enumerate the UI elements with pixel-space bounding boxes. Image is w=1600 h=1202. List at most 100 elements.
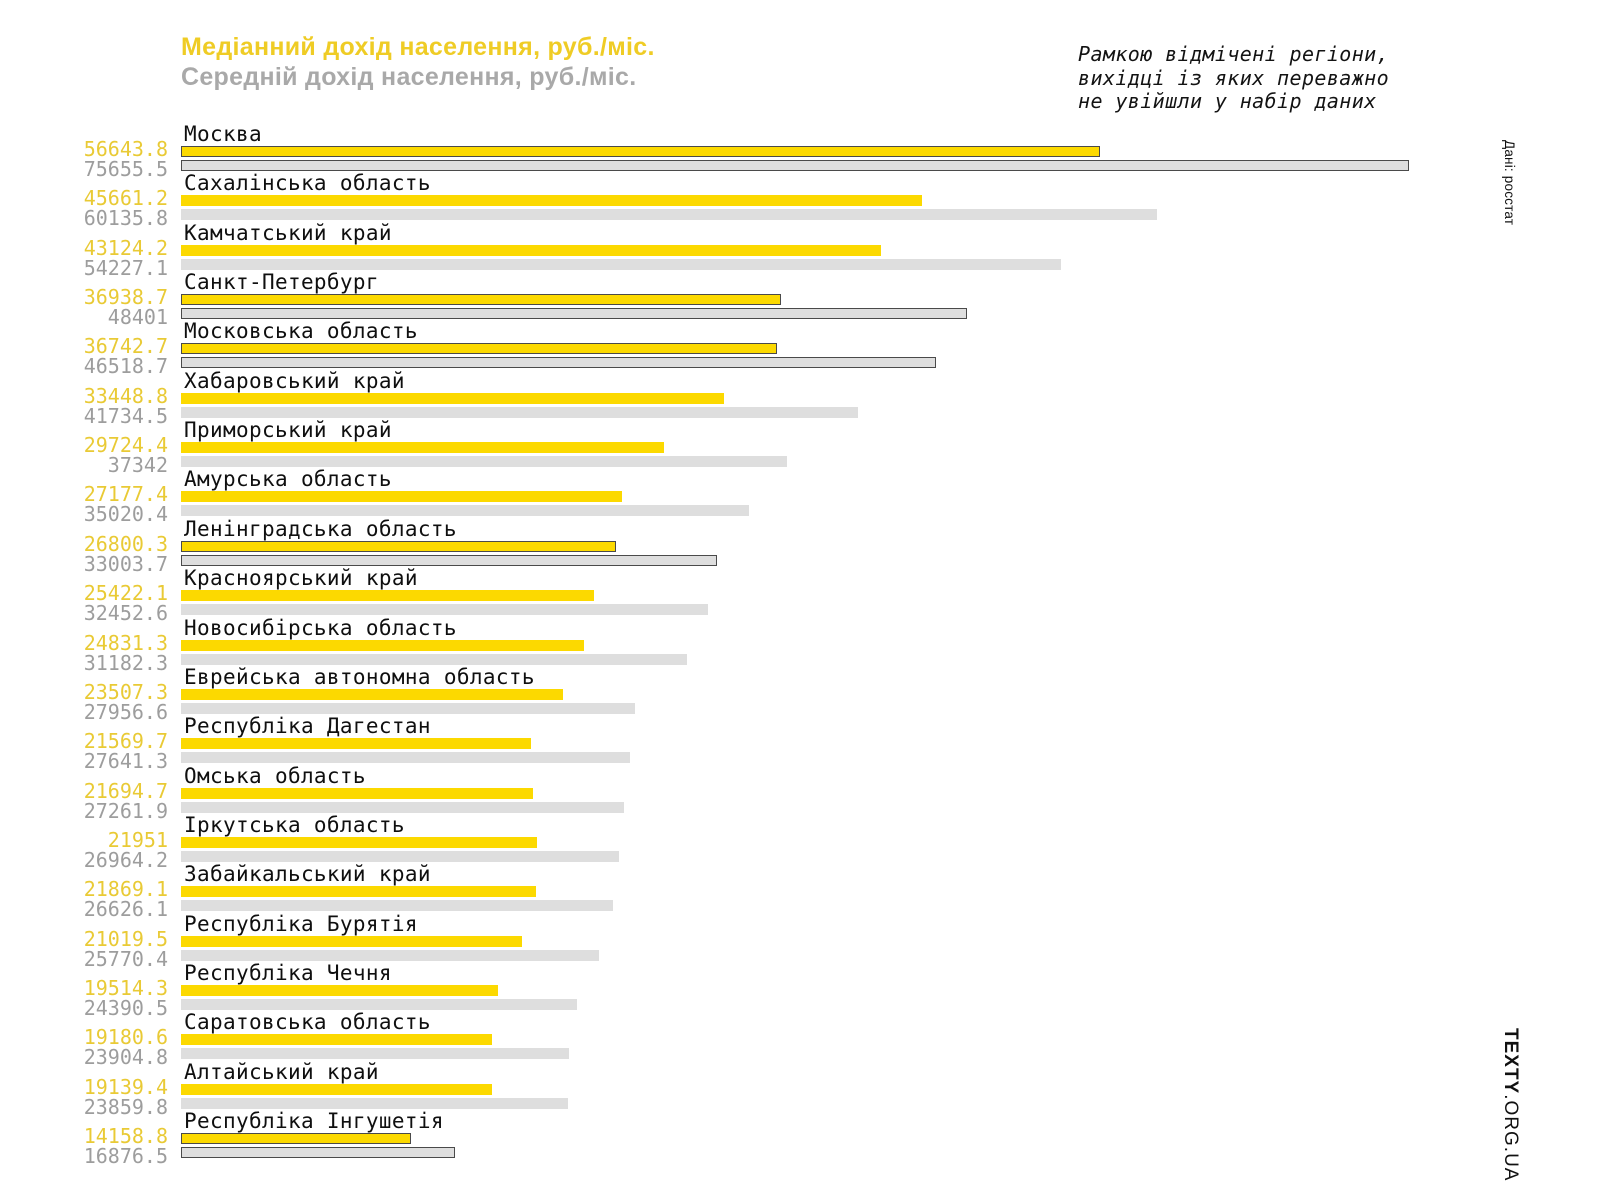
region-row: 43124.2 54227.1 Камчатський край xyxy=(0,221,1460,278)
median-value: 21694.7 xyxy=(83,779,168,803)
median-bar xyxy=(181,837,538,848)
median-bar xyxy=(181,590,594,601)
mean-bar xyxy=(181,455,788,467)
mean-value: 32452.6 xyxy=(83,601,168,625)
mean-bar xyxy=(181,208,1158,220)
region-label: Московська область xyxy=(184,319,418,343)
mean-value: 26964.2 xyxy=(83,848,168,872)
mean-value: 27641.3 xyxy=(83,749,168,773)
median-value: 29724.4 xyxy=(83,433,168,457)
mean-bar xyxy=(181,1146,455,1158)
mean-value: 31182.3 xyxy=(83,651,168,675)
mean-value: 33003.7 xyxy=(83,552,168,576)
mean-bar xyxy=(181,1047,569,1059)
region-label: Республіка Чечня xyxy=(184,961,392,985)
note-line: Рамкою відмічені регіони, xyxy=(1078,42,1390,66)
mean-value: 35020.4 xyxy=(83,502,168,526)
median-value: 23507.3 xyxy=(83,680,168,704)
median-value: 21569.7 xyxy=(83,729,168,753)
median-bar xyxy=(181,640,584,651)
region-label: Красноярський край xyxy=(184,566,418,590)
median-bar xyxy=(181,788,534,799)
median-bar xyxy=(181,985,498,996)
median-bar xyxy=(181,1084,492,1095)
median-value: 14158.8 xyxy=(83,1124,168,1148)
mean-value: 26626.1 xyxy=(83,897,168,921)
watermark-bold-part: TEXTY xyxy=(1500,1028,1521,1095)
median-bar xyxy=(181,491,623,502)
region-label: Ленінградська область xyxy=(184,517,457,541)
median-value: 26800.3 xyxy=(83,532,168,556)
median-bar xyxy=(181,146,1101,157)
region-row: 45661.2 60135.8 Сахалінська область xyxy=(0,171,1460,228)
median-value: 33448.8 xyxy=(83,384,168,408)
region-row: 29724.4 37342 Приморський край xyxy=(0,418,1460,475)
mean-bar xyxy=(181,356,937,368)
texty-watermark: TEXTY.ORG.UA xyxy=(1499,1028,1521,1181)
mean-value: 60135.8 xyxy=(83,206,168,230)
region-label: Алтайський край xyxy=(184,1060,379,1084)
mean-value: 37342 xyxy=(107,453,168,477)
median-bar xyxy=(181,738,532,749)
mean-bar xyxy=(181,307,967,319)
median-bar xyxy=(181,195,923,206)
mean-bar xyxy=(181,603,708,615)
region-row: 36938.7 48401 Санкт-Петербург xyxy=(0,270,1460,327)
mean-value: 54227.1 xyxy=(83,256,168,280)
region-row: 21694.7 27261.9 Омська область xyxy=(0,764,1460,821)
region-row: 21019.5 25770.4 Республіка Бурятія xyxy=(0,912,1460,969)
data-source-label: Дані: росстат xyxy=(1502,140,1517,226)
median-value: 56643.8 xyxy=(83,137,168,161)
mean-bar xyxy=(181,504,750,516)
bar-chart: 56643.8 75655.5 Москва 45661.2 60135.8 Сахалі… xyxy=(0,122,1600,1182)
median-value: 21019.5 xyxy=(83,927,168,951)
median-bar xyxy=(181,442,664,453)
chart-title-median-legend: Медіанний дохід населення, руб./міс. xyxy=(181,33,655,61)
mean-value: 16876.5 xyxy=(83,1144,168,1168)
mean-bar xyxy=(181,751,630,763)
median-value: 21951 xyxy=(107,828,168,852)
region-row: 19514.3 24390.5 Республіка Чечня xyxy=(0,961,1460,1018)
watermark-rest-part: .ORG.UA xyxy=(1500,1094,1521,1182)
median-value: 19514.3 xyxy=(83,976,168,1000)
median-value: 36938.7 xyxy=(83,285,168,309)
mean-value: 41734.5 xyxy=(83,404,168,428)
median-value: 24831.3 xyxy=(83,631,168,655)
region-row: 26800.3 33003.7 Ленінградська область xyxy=(0,517,1460,574)
mean-value: 48401 xyxy=(107,305,168,329)
mean-value: 23859.8 xyxy=(83,1095,168,1119)
region-label: Камчатський край xyxy=(184,221,392,245)
region-row: 24831.3 31182.3 Новосибірська область xyxy=(0,616,1460,673)
mean-bar xyxy=(181,1097,569,1109)
region-label: Саратовська область xyxy=(184,1010,431,1034)
mean-bar xyxy=(181,949,600,961)
region-label: Забайкальський край xyxy=(184,862,431,886)
median-bar xyxy=(181,1133,411,1144)
region-label: Амурська область xyxy=(184,467,392,491)
median-bar xyxy=(181,886,536,897)
median-value: 36742.7 xyxy=(83,334,168,358)
median-value: 27177.4 xyxy=(83,482,168,506)
median-bar xyxy=(181,294,781,305)
mean-value: 27261.9 xyxy=(83,799,168,823)
region-label: Приморський край xyxy=(184,418,392,442)
mean-bar xyxy=(181,554,717,566)
note-line: вихідці із яких переважно xyxy=(1078,65,1390,90)
median-bar xyxy=(181,689,563,700)
mean-bar xyxy=(181,899,614,911)
mean-value: 23904.8 xyxy=(83,1045,168,1069)
region-row: 25422.1 32452.6 Красноярський край xyxy=(0,566,1460,623)
mean-bar xyxy=(181,998,577,1010)
median-bar xyxy=(181,1034,493,1045)
mean-bar xyxy=(181,406,859,418)
region-row: 21869.1 26626.1 Забайкальський край xyxy=(0,862,1460,919)
median-value: 45661.2 xyxy=(83,186,168,210)
region-row: 21951 26964.2 Іркутська область xyxy=(0,813,1460,870)
median-bar xyxy=(181,245,881,256)
mean-bar xyxy=(181,159,1409,171)
region-label: Омська область xyxy=(184,764,366,788)
mean-value: 46518.7 xyxy=(83,354,168,378)
region-row: 33448.8 41734.5 Хабаровський край xyxy=(0,369,1460,426)
region-label: Республіка Бурятія xyxy=(184,912,418,936)
region-row: 21569.7 27641.3 Республіка Дагестан xyxy=(0,714,1460,771)
